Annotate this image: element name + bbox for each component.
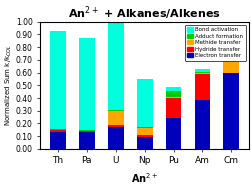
Legend: Bond activation, Adduct formation, Methide transfer, Hydride transfer, Electron : Bond activation, Adduct formation, Methi…: [184, 25, 245, 61]
Bar: [50, 31, 66, 129]
Bar: [107, 111, 123, 125]
Bar: [50, 129, 66, 130]
Title: An$^{2+}$ + Alkanes/Alkenes: An$^{2+}$ + Alkanes/Alkenes: [68, 4, 220, 22]
Bar: [136, 79, 152, 128]
Bar: [136, 135, 152, 137]
Bar: [50, 132, 66, 149]
X-axis label: An$^{2+}$: An$^{2+}$: [131, 171, 158, 185]
Bar: [165, 97, 181, 98]
Bar: [107, 125, 123, 127]
Bar: [136, 128, 152, 135]
Bar: [165, 87, 181, 91]
Bar: [78, 130, 94, 131]
Y-axis label: Normalized Sum k/k$_{COL}$: Normalized Sum k/k$_{COL}$: [4, 44, 14, 126]
Bar: [223, 44, 238, 45]
Bar: [136, 137, 152, 149]
Bar: [194, 74, 210, 100]
Bar: [78, 131, 94, 132]
Bar: [107, 110, 123, 111]
Bar: [223, 73, 238, 149]
Bar: [107, 127, 123, 149]
Bar: [78, 38, 94, 130]
Bar: [194, 73, 210, 74]
Bar: [194, 100, 210, 149]
Bar: [165, 98, 181, 118]
Bar: [78, 132, 94, 149]
Bar: [50, 130, 66, 132]
Bar: [223, 45, 238, 73]
Bar: [194, 72, 210, 73]
Bar: [194, 69, 210, 72]
Bar: [165, 118, 181, 149]
Bar: [165, 91, 181, 97]
Bar: [107, 22, 123, 110]
Bar: [223, 42, 238, 44]
